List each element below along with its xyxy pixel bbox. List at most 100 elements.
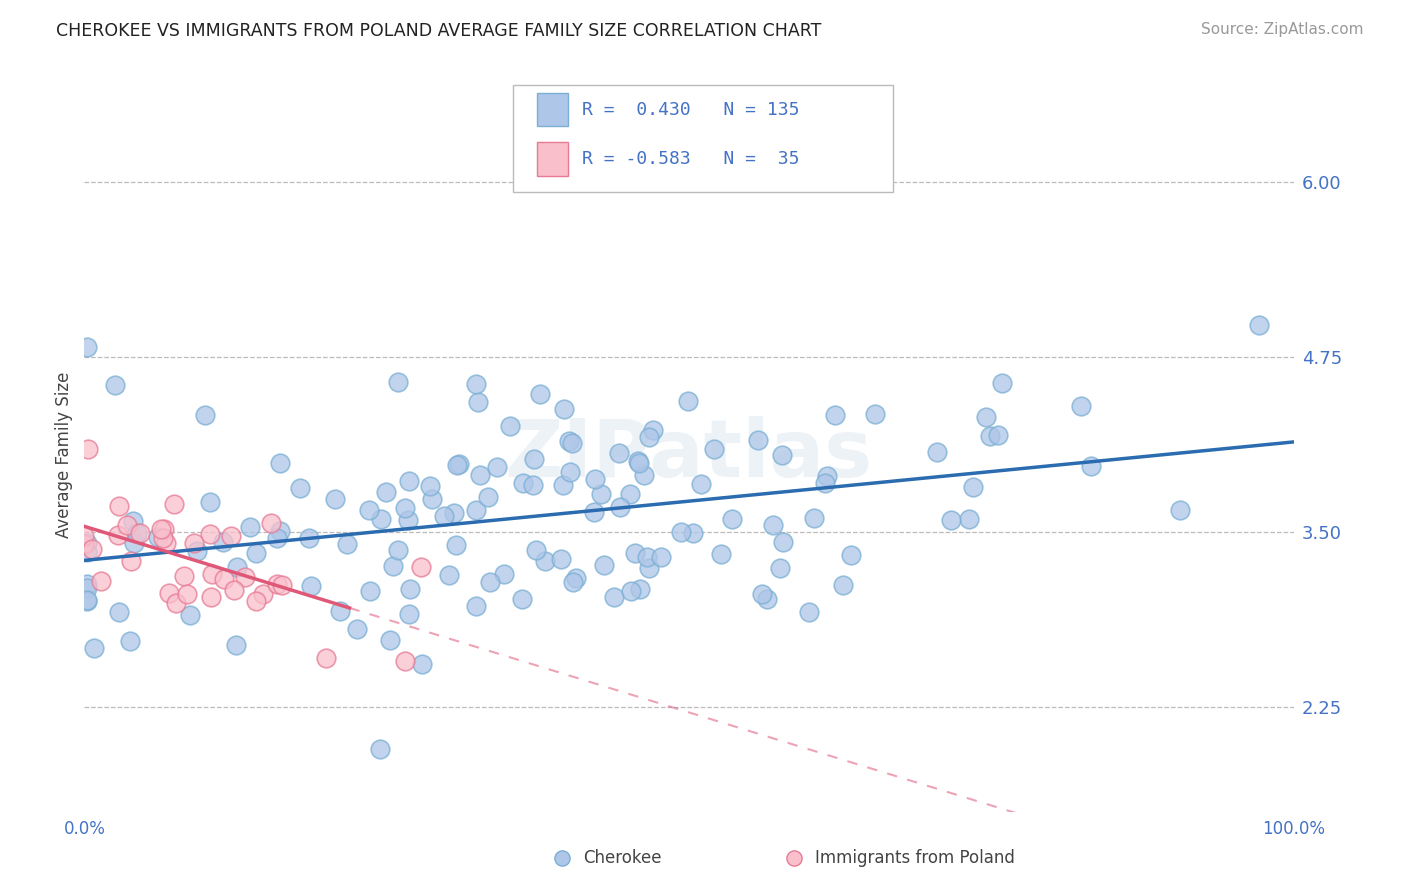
Point	[252, 587, 274, 601]
Point	[211, 535, 233, 549]
Point	[492, 566, 515, 581]
Point	[927, 445, 949, 459]
Point	[398, 607, 420, 621]
Point	[122, 536, 145, 550]
Point	[553, 401, 575, 416]
Point	[336, 537, 359, 551]
Point	[865, 407, 887, 421]
Point	[449, 457, 471, 471]
Point	[582, 505, 605, 519]
Point	[125, 525, 148, 540]
Point	[974, 409, 997, 424]
Point	[628, 582, 651, 597]
Point	[73, 537, 96, 551]
Point	[987, 428, 1010, 442]
Point	[76, 340, 98, 354]
Point	[641, 423, 664, 437]
Point	[477, 491, 499, 505]
Point	[633, 468, 655, 483]
Point	[398, 474, 420, 488]
Point	[991, 376, 1014, 390]
Point	[637, 550, 659, 565]
Point	[529, 386, 551, 401]
Point	[76, 581, 98, 595]
Point	[122, 514, 145, 528]
Point	[561, 575, 583, 590]
Point	[399, 582, 422, 596]
Point	[628, 456, 651, 470]
Point	[148, 530, 170, 544]
Point	[939, 514, 962, 528]
Point	[510, 592, 533, 607]
Point	[378, 633, 401, 648]
Point	[561, 436, 583, 450]
Point	[387, 543, 409, 558]
Point	[676, 393, 699, 408]
Point	[394, 500, 416, 515]
Point	[225, 560, 247, 574]
Point	[523, 451, 546, 466]
Point	[104, 378, 127, 392]
Point	[583, 472, 606, 486]
Point	[464, 599, 486, 613]
Point	[245, 594, 267, 608]
Point	[650, 550, 672, 565]
Point	[1247, 318, 1270, 332]
Point	[235, 569, 257, 583]
Point	[179, 607, 201, 622]
Point	[553, 477, 575, 491]
Point	[411, 559, 433, 574]
Point	[315, 651, 337, 665]
Point	[710, 547, 733, 561]
Point	[260, 516, 283, 530]
Point	[368, 741, 391, 756]
Point	[565, 571, 588, 585]
Point	[720, 512, 742, 526]
Point	[108, 605, 131, 619]
Point	[382, 559, 405, 574]
Point	[76, 594, 98, 608]
Point	[589, 486, 612, 500]
Point	[747, 434, 769, 448]
Point	[443, 507, 465, 521]
Point	[120, 633, 142, 648]
Text: CHEROKEE VS IMMIGRANTS FROM POLAND AVERAGE FAMILY SIZE CORRELATION CHART: CHEROKEE VS IMMIGRANTS FROM POLAND AVERA…	[56, 22, 821, 40]
Point	[1168, 503, 1191, 517]
Point	[703, 442, 725, 456]
Point	[266, 576, 288, 591]
Point	[550, 552, 572, 566]
Point	[329, 604, 352, 618]
Point	[637, 561, 659, 575]
Point	[173, 569, 195, 583]
Point	[198, 526, 221, 541]
Point	[155, 536, 177, 550]
Point	[152, 532, 174, 546]
Point	[1080, 459, 1102, 474]
Point	[200, 590, 222, 604]
Point	[77, 442, 100, 456]
Point	[120, 554, 142, 568]
Text: R = -0.583   N =  35: R = -0.583 N = 35	[582, 150, 800, 168]
Point	[832, 578, 855, 592]
Point	[387, 375, 409, 389]
Point	[751, 587, 773, 601]
Point	[815, 469, 838, 483]
Point	[446, 538, 468, 552]
Point	[690, 476, 713, 491]
Point	[824, 409, 846, 423]
Point	[225, 638, 247, 652]
Point	[603, 590, 626, 604]
Point	[183, 536, 205, 550]
Point	[437, 568, 460, 582]
Point	[593, 558, 616, 572]
Point	[839, 548, 862, 562]
Point	[76, 577, 98, 591]
Y-axis label: Average Family Size: Average Family Size	[55, 372, 73, 538]
Point	[671, 524, 693, 539]
Point	[76, 536, 98, 550]
Point	[468, 467, 491, 482]
Point	[1070, 399, 1092, 413]
Point	[269, 524, 291, 538]
Point	[107, 499, 129, 513]
Point	[299, 579, 322, 593]
